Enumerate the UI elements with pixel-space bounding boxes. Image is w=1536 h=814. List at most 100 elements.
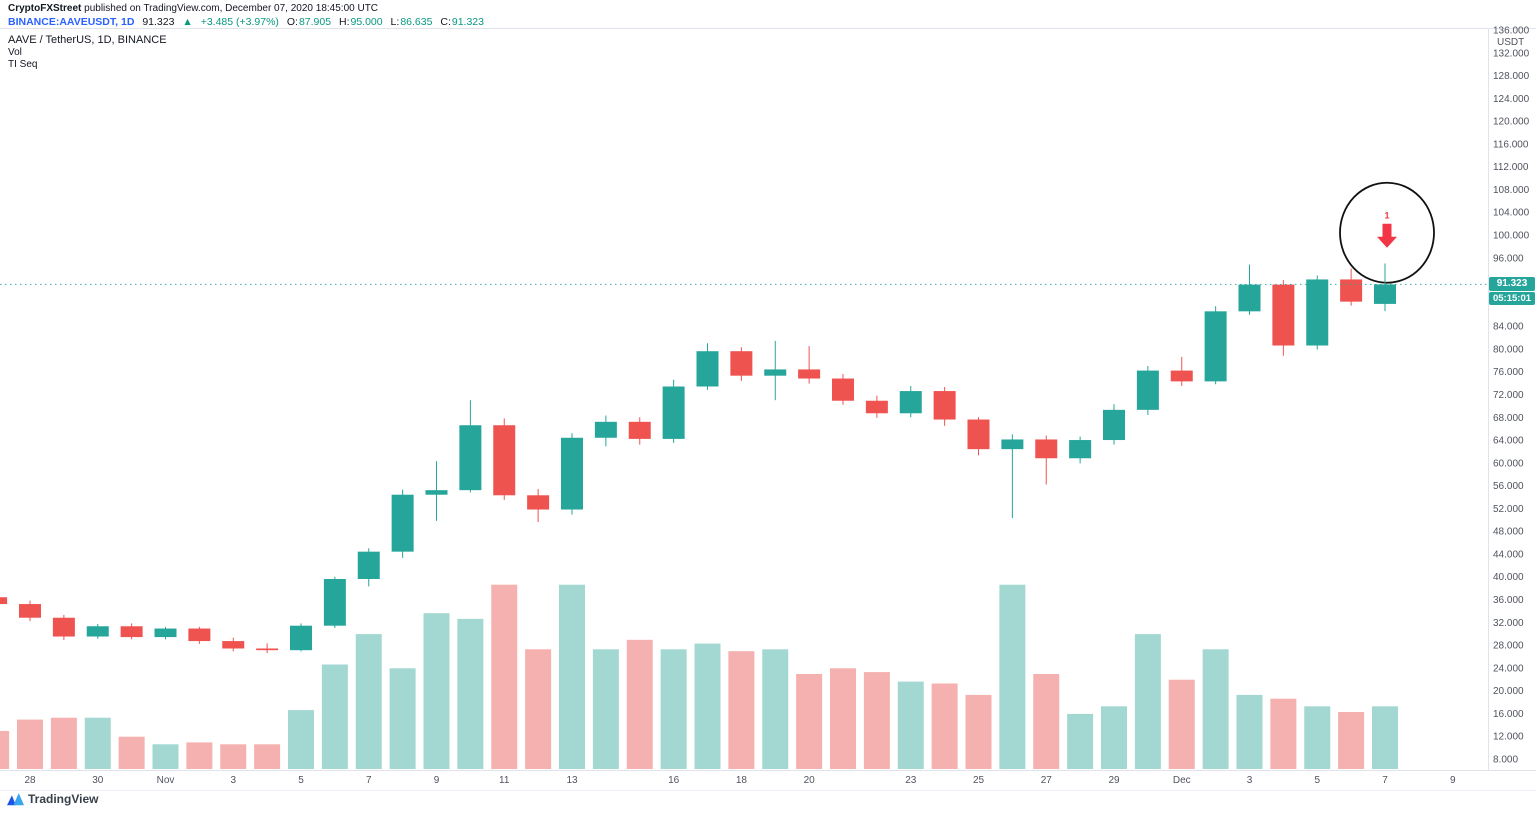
- time-tick-label: 9: [1450, 775, 1456, 786]
- tradingview-brand[interactable]: TradingView: [28, 792, 99, 806]
- candle-body: [222, 641, 245, 649]
- volume-bar: [389, 668, 416, 769]
- volume-bar: [254, 744, 281, 769]
- time-axis[interactable]: [0, 771, 1536, 790]
- price-tick-label: 44.000: [1493, 549, 1524, 560]
- volume-bar: [525, 649, 552, 769]
- time-tick-label: 25: [973, 775, 985, 786]
- candle-body: [0, 597, 8, 605]
- volume-bar: [559, 584, 585, 769]
- price-tick-label: 52.000: [1493, 504, 1524, 515]
- volume-bar: [220, 744, 247, 769]
- time-tick-label: 18: [736, 775, 748, 786]
- price-tick-label: 36.000: [1493, 595, 1524, 606]
- price-tick-label: 60.000: [1493, 458, 1524, 469]
- volume-bar: [999, 584, 1026, 769]
- candle-body: [391, 494, 414, 552]
- legend-volume-indicator[interactable]: Vol: [8, 47, 22, 58]
- price-tick-label: 32.000: [1493, 618, 1524, 629]
- volume-bar: [1236, 694, 1263, 769]
- volume-bar: [1304, 706, 1331, 769]
- price-tick-label: 80.000: [1493, 344, 1524, 355]
- header-change: +3.485 (+3.97%): [200, 16, 279, 28]
- candle-body: [1170, 370, 1193, 382]
- volume-bar: [1033, 674, 1060, 769]
- candle-body: [86, 626, 109, 637]
- candle-body: [865, 400, 888, 414]
- price-tick-label: 104.000: [1493, 208, 1530, 219]
- annotation-marker: 1: [1384, 211, 1389, 221]
- volume-bar: [118, 736, 145, 769]
- volume-bar: [830, 668, 856, 769]
- price-tick-label: 64.000: [1493, 436, 1524, 447]
- open-value: 87.905: [298, 16, 332, 28]
- volume-bar: [626, 639, 653, 769]
- price-tick-label: 136.000: [1493, 26, 1530, 37]
- header-last-price: 91.323: [142, 16, 175, 28]
- legend-series-title[interactable]: AAVE / TetherUS, 1D, BINANCE: [8, 34, 167, 46]
- volume-bar: [592, 649, 619, 769]
- price-axis[interactable]: [1489, 29, 1536, 770]
- time-tick-label: 29: [1108, 775, 1120, 786]
- price-tick-label: 132.000: [1493, 48, 1530, 59]
- candle-body: [899, 391, 922, 414]
- legend-ti-seq-indicator[interactable]: TI Seq: [8, 58, 38, 70]
- time-tick-label: 9: [434, 775, 440, 786]
- tradingview-logo-icon[interactable]: [7, 792, 24, 806]
- time-tick-label: Dec: [1173, 775, 1191, 786]
- candle-body: [798, 369, 821, 379]
- volume-bar: [491, 584, 518, 769]
- candle-body: [696, 351, 719, 387]
- symbol-info-bar: BINANCE:AAVEUSDT, 1D 91.323 ▲ +3.485 (+3…: [8, 16, 489, 28]
- candle-body: [832, 378, 854, 401]
- candle-body: [357, 551, 380, 579]
- candle-body: [52, 617, 75, 637]
- candle-body: [256, 648, 279, 651]
- volume-bar: [152, 744, 179, 769]
- volume-bar: [186, 742, 213, 769]
- price-tick-label: 20.000: [1493, 686, 1524, 697]
- volume-bar: [1338, 712, 1365, 769]
- candle-body: [1238, 284, 1261, 312]
- candle-body: [1103, 409, 1125, 441]
- footer: TradingView: [7, 792, 98, 806]
- ohlc-high: H:95.000: [339, 16, 383, 28]
- candle-body: [459, 425, 482, 491]
- price-tick-label: 108.000: [1493, 185, 1530, 196]
- close-label: C:: [440, 16, 451, 28]
- price-tick-label: 124.000: [1493, 94, 1530, 105]
- volume-bar: [0, 731, 10, 769]
- candle-body: [730, 351, 753, 376]
- volume-bar: [423, 613, 450, 769]
- price-tick-label: 12.000: [1493, 732, 1524, 743]
- volume-bar: [1101, 706, 1127, 769]
- author: CryptoFXStreet: [8, 3, 82, 14]
- candle-body: [628, 421, 651, 439]
- volume-bar: [1202, 649, 1229, 769]
- candle-body: [323, 578, 346, 626]
- price-tick-label: 16.000: [1493, 709, 1524, 720]
- price-axis-unit: USDT: [1497, 37, 1524, 48]
- time-tick-label: 28: [24, 775, 36, 786]
- symbol-ticker[interactable]: BINANCE:AAVEUSDT, 1D: [8, 16, 135, 28]
- time-tick-label: 20: [804, 775, 816, 786]
- candle-body: [290, 625, 312, 651]
- candle-body: [493, 425, 516, 496]
- volume-bar: [796, 674, 823, 769]
- low-value: 86.635: [400, 16, 433, 28]
- candle-body: [933, 391, 956, 420]
- volume-bar: [1134, 634, 1161, 769]
- candle-body: [561, 437, 583, 510]
- candle-body: [120, 626, 143, 638]
- price-tick-label: 8.000: [1493, 754, 1518, 765]
- candle-body: [1001, 439, 1024, 450]
- candle-body: [1204, 311, 1227, 382]
- candle-body: [1136, 370, 1159, 410]
- candle-body: [1272, 284, 1295, 346]
- price-tick-label: 128.000: [1493, 71, 1530, 82]
- price-tick-label: 40.000: [1493, 572, 1524, 583]
- byline: CryptoFXStreet published on TradingView.…: [8, 3, 489, 14]
- close-value: 91.323: [451, 16, 484, 28]
- open-label: O:: [286, 16, 298, 28]
